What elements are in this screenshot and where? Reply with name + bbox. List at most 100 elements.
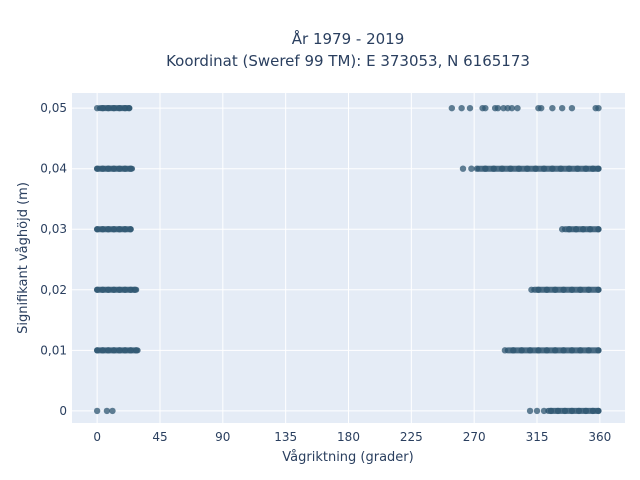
x-tick-label: 45 — [152, 430, 167, 444]
data-point — [133, 347, 140, 354]
data-point — [121, 226, 129, 233]
data-point — [561, 407, 569, 415]
data-point — [595, 226, 602, 233]
data-point — [557, 165, 564, 172]
data-point — [448, 104, 456, 112]
chart-title-line-2: Koordinat (Sweref 99 TM): E 373053, N 61… — [166, 52, 530, 70]
chart-title-line-1: År 1979 - 2019 — [292, 29, 405, 48]
data-points — [93, 104, 602, 415]
x-tick-labels: 0 45 90 135 180 225 270 315 360 — [93, 430, 611, 444]
data-point — [93, 407, 101, 415]
x-tick-label: 180 — [337, 430, 360, 444]
data-point — [93, 347, 101, 354]
data-point — [105, 347, 112, 354]
data-point — [579, 226, 587, 233]
data-point — [560, 347, 567, 354]
data-point — [459, 165, 467, 172]
data-point — [549, 165, 556, 172]
data-point — [543, 286, 550, 293]
data-point — [508, 104, 516, 112]
data-point — [99, 226, 106, 233]
data-point — [554, 407, 562, 415]
data-point — [565, 165, 573, 172]
data-point — [540, 407, 548, 415]
y-tick-labels: 0 0,01 0,02 0,03 0,04 0,05 — [40, 101, 67, 418]
data-point — [110, 347, 118, 354]
data-point — [494, 104, 502, 112]
data-point — [482, 104, 489, 112]
x-tick-label: 135 — [274, 430, 297, 444]
data-point — [549, 104, 556, 112]
x-tick-label: 0 — [93, 430, 101, 444]
data-point — [535, 347, 542, 354]
data-point — [568, 286, 576, 293]
data-point — [93, 165, 101, 172]
data-point — [582, 407, 590, 415]
data-point — [560, 286, 567, 293]
data-point — [595, 104, 602, 112]
data-point — [568, 407, 576, 415]
data-point — [507, 165, 514, 172]
x-tick-label: 225 — [400, 430, 423, 444]
data-point — [99, 165, 106, 172]
data-point — [532, 165, 539, 172]
x-tick-label: 315 — [526, 430, 549, 444]
data-point — [572, 226, 580, 233]
data-point — [565, 226, 573, 233]
x-tick-label: 360 — [588, 430, 611, 444]
data-point — [105, 226, 112, 233]
data-point — [116, 286, 123, 293]
data-point — [568, 347, 576, 354]
data-point — [127, 347, 134, 354]
data-point — [109, 407, 116, 415]
y-tick-label: 0 — [59, 404, 67, 418]
y-tick-label: 0,03 — [40, 222, 67, 236]
data-point — [110, 226, 118, 233]
data-point — [93, 286, 101, 293]
data-point — [116, 104, 123, 112]
data-point — [482, 165, 489, 172]
data-point — [116, 347, 123, 354]
data-point — [498, 165, 506, 172]
y-tick-label: 0,04 — [40, 162, 67, 176]
data-point — [528, 286, 535, 293]
y-axis-label: Signifikant våghöjd (m) — [16, 182, 31, 334]
data-point — [533, 407, 541, 415]
data-point — [93, 226, 101, 233]
data-point — [105, 104, 112, 112]
data-point — [551, 286, 559, 293]
data-point — [116, 226, 123, 233]
data-point — [568, 104, 576, 112]
data-point — [543, 347, 550, 354]
data-point — [515, 165, 523, 172]
data-point — [595, 165, 602, 172]
data-point — [99, 347, 106, 354]
data-point — [131, 286, 139, 293]
data-point — [110, 165, 118, 172]
x-tick-label: 270 — [463, 430, 486, 444]
data-point — [577, 286, 584, 293]
data-point — [526, 407, 534, 415]
data-point — [127, 226, 134, 233]
data-point — [99, 104, 106, 112]
data-point — [121, 347, 129, 354]
y-tick-label: 0,02 — [40, 283, 67, 297]
data-point — [586, 226, 594, 233]
data-point — [510, 347, 517, 354]
data-point — [551, 347, 559, 354]
data-point — [574, 165, 581, 172]
data-point — [514, 104, 521, 112]
data-point — [127, 165, 134, 172]
data-point — [540, 165, 548, 172]
data-point — [468, 165, 475, 172]
data-point — [110, 286, 118, 293]
y-tick-label: 0,01 — [40, 343, 67, 357]
data-point — [585, 347, 592, 354]
data-point — [110, 104, 118, 112]
data-point — [526, 347, 534, 354]
data-point — [105, 165, 112, 172]
data-point — [589, 407, 597, 415]
data-point — [582, 165, 590, 172]
data-point — [577, 347, 584, 354]
